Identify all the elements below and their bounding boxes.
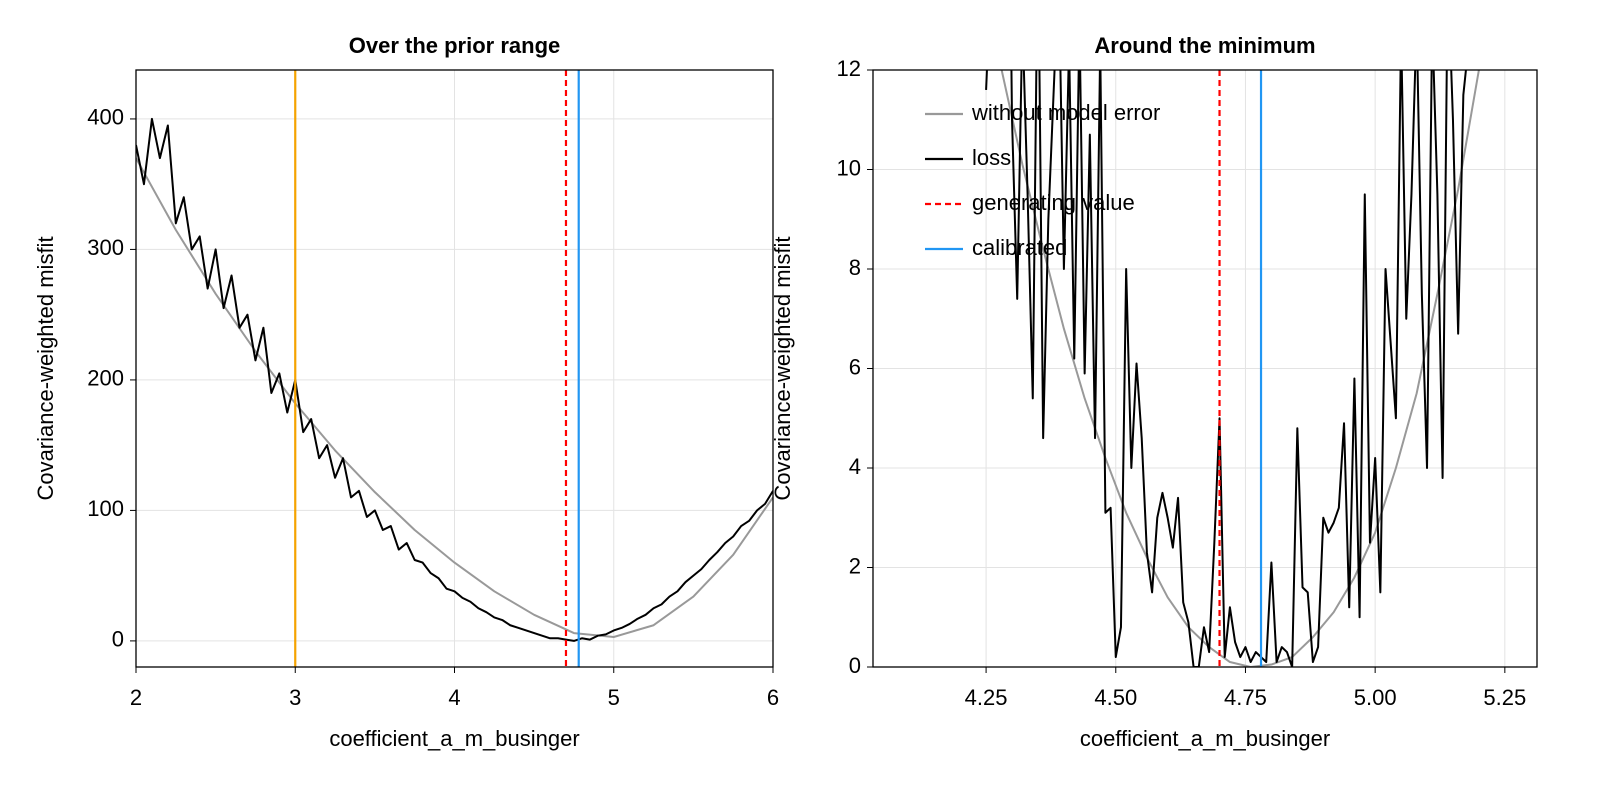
series-line	[985, 70, 1467, 667]
legend-label: without model error	[971, 100, 1160, 125]
y-tick-label: 400	[87, 105, 124, 130]
series-line	[136, 117, 773, 642]
series-line	[1000, 70, 1480, 667]
chart-title: Over the prior range	[349, 33, 561, 58]
x-tick-label: 2	[130, 685, 142, 710]
y-axis-label: Covariance-weighted misfit	[770, 236, 795, 500]
y-tick-label: 10	[837, 155, 861, 180]
x-tick-label: 4	[448, 685, 460, 710]
x-tick-label: 4.25	[965, 685, 1008, 710]
legend-label: calibrated	[972, 235, 1067, 260]
x-axis-label: coefficient_a_m_businger	[1080, 726, 1330, 751]
y-tick-label: 100	[87, 496, 124, 521]
y-tick-label: 8	[849, 255, 861, 280]
axes-frame	[872, 69, 1538, 668]
axes-frame	[135, 69, 774, 668]
chart-title: Around the minimum	[1094, 33, 1315, 58]
x-tick-label: 5.25	[1483, 685, 1526, 710]
y-tick-label: 0	[112, 627, 124, 652]
y-tick-label: 6	[849, 354, 861, 379]
x-tick-label: 5	[608, 685, 620, 710]
y-tick-label: 12	[837, 56, 861, 81]
y-tick-label: 2	[849, 553, 861, 578]
y-tick-label: 200	[87, 366, 124, 391]
y-axis-label: Covariance-weighted misfit	[33, 236, 58, 500]
x-tick-label: 6	[767, 685, 779, 710]
x-axis-label: coefficient_a_m_businger	[329, 726, 579, 751]
plot-area	[985, 70, 1480, 667]
y-tick-label: 4	[849, 454, 861, 479]
x-tick-label: 4.50	[1094, 685, 1137, 710]
plot-area	[136, 70, 773, 667]
y-tick-label: 0	[849, 653, 861, 678]
series-line	[136, 157, 773, 638]
y-tick-label: 300	[87, 235, 124, 260]
legend-label: loss	[972, 145, 1011, 170]
x-tick-label: 4.75	[1224, 685, 1267, 710]
x-tick-label: 5.00	[1354, 685, 1397, 710]
legend-label: generating value	[972, 190, 1135, 215]
x-tick-label: 3	[289, 685, 301, 710]
